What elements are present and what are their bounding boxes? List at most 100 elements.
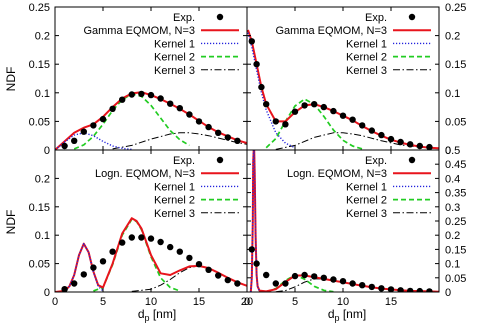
y-tick-label: 0	[44, 145, 50, 157]
x-axis-label-left-unit: [nm]	[150, 307, 177, 321]
y-tick-label: 0.05	[29, 116, 50, 128]
data-point-exp	[234, 137, 241, 144]
legend-swatch-exp	[408, 13, 416, 21]
data-point-exp	[272, 280, 279, 287]
series-line-kernel-1	[250, 150, 261, 292]
legend-label-kernel-1: Kernel 1	[154, 38, 195, 50]
legend-label-kernel-1: Kernel 1	[346, 38, 387, 50]
x-tick-label: 10	[145, 296, 157, 308]
legend-label-logn-eqmom-n-3: Logn. EQMOM, N=3	[287, 168, 387, 180]
data-point-exp	[263, 101, 270, 108]
legend-label-kernel-2: Kernel 2	[154, 195, 195, 207]
legend-label-logn-eqmom-n-3: Logn. EQMOM, N=3	[95, 168, 195, 180]
data-point-exp	[205, 266, 212, 273]
data-point-exp	[61, 286, 68, 292]
y-tick-label: 0.1	[35, 230, 50, 242]
y-tick-label: 0	[44, 287, 50, 299]
data-point-exp	[147, 235, 155, 242]
legend-label-gamma-eqmom-n-3: Gamma EQMOM, N=3	[83, 25, 195, 37]
legend-swatch-exp	[408, 156, 416, 164]
data-point-exp	[176, 105, 183, 112]
legend-label-exp: Exp.	[365, 155, 387, 167]
x-tick-label: 0	[52, 296, 58, 308]
x-axis-label-left-sub: p	[145, 313, 150, 323]
data-point-exp	[248, 38, 255, 45]
y-tick-label: 0	[445, 287, 451, 299]
y-tick-label: 0	[445, 145, 451, 157]
data-point-exp	[339, 112, 347, 119]
legend-label-kernel-3: Kernel 3	[154, 65, 195, 77]
x-tick-label: 5	[100, 296, 106, 308]
x-axis-label-right: dp [nm]	[328, 307, 366, 323]
legend-label-exp: Exp.	[173, 12, 195, 24]
data-point-exp	[397, 287, 404, 292]
series-line-logn-eqmom-n-3	[55, 217, 247, 292]
data-point-exp	[80, 128, 88, 135]
legend-swatch-exp	[216, 156, 224, 164]
legend-label-exp: Exp.	[365, 12, 387, 24]
data-point-exp	[176, 248, 183, 255]
data-point-exp	[138, 90, 145, 98]
data-point-exp	[119, 96, 126, 103]
data-point-exp	[263, 271, 270, 279]
data-point-exp	[224, 134, 231, 141]
x-axis-label-right-sub: p	[335, 313, 340, 323]
data-point-exp	[99, 115, 107, 123]
data-point-exp	[205, 123, 212, 131]
legend-swatch-exp	[216, 13, 224, 21]
data-point-exp	[416, 287, 423, 292]
data-point-exp	[138, 234, 145, 241]
data-point-exp	[330, 107, 337, 115]
legend-label-kernel-1: Kernel 1	[346, 181, 387, 193]
y-tick-label: 0.1	[445, 259, 460, 271]
y-tick-label: 0.2	[35, 173, 50, 185]
series-line-kernel-1	[55, 132, 132, 150]
x-tick-label: 10	[337, 296, 349, 308]
y-tick-label: 0.2	[445, 230, 460, 242]
y-tick-label: 0.3	[445, 202, 460, 214]
data-point-exp	[349, 280, 356, 287]
y-tick-label: 0.05	[445, 116, 466, 128]
data-point-exp	[378, 285, 385, 292]
x-tick-label: 15	[193, 296, 205, 308]
series-line-kernel-3	[112, 132, 247, 150]
data-point-exp	[301, 271, 308, 279]
data-point-exp	[301, 102, 308, 109]
data-point-exp	[416, 142, 423, 150]
series-line-gamma-eqmom-n-3	[247, 29, 439, 150]
data-point-exp	[320, 103, 327, 111]
data-point-exp	[119, 239, 126, 246]
legend-label-kernel-2: Kernel 2	[154, 52, 195, 64]
series-line-gamma-eqmom-n-3	[55, 91, 247, 150]
x-tick-label: 15	[385, 296, 397, 308]
x-tick-label: 0	[244, 296, 250, 308]
legend-label-kernel-1: Kernel 1	[154, 181, 195, 193]
data-point-exp	[157, 238, 164, 246]
series-line-kernel-1	[247, 32, 296, 149]
y-axis-label-top: NDF	[4, 67, 18, 92]
data-point-exp	[291, 272, 299, 280]
data-point-exp	[253, 260, 260, 267]
data-point-exp	[80, 271, 88, 278]
data-point-exp	[320, 274, 327, 281]
data-point-exp	[195, 118, 203, 125]
legend-label-kernel-3: Kernel 3	[154, 208, 195, 220]
data-point-exp	[128, 234, 135, 241]
data-point-exp	[61, 142, 68, 150]
y-tick-label: 0.35	[445, 188, 466, 200]
data-point-exp	[282, 280, 289, 287]
y-tick-label: 0.15	[445, 59, 466, 71]
y-tick-label: 0.4	[445, 173, 460, 185]
data-point-exp	[349, 116, 356, 123]
legend-label-kernel-3: Kernel 3	[346, 208, 387, 220]
data-point-exp	[330, 276, 337, 283]
legend-label-kernel-2: Kernel 2	[346, 52, 387, 64]
y-tick-label: 0.2	[35, 31, 50, 43]
x-tick-label: 20	[241, 296, 253, 308]
data-point-exp	[253, 60, 260, 68]
data-point-exp	[272, 118, 279, 125]
